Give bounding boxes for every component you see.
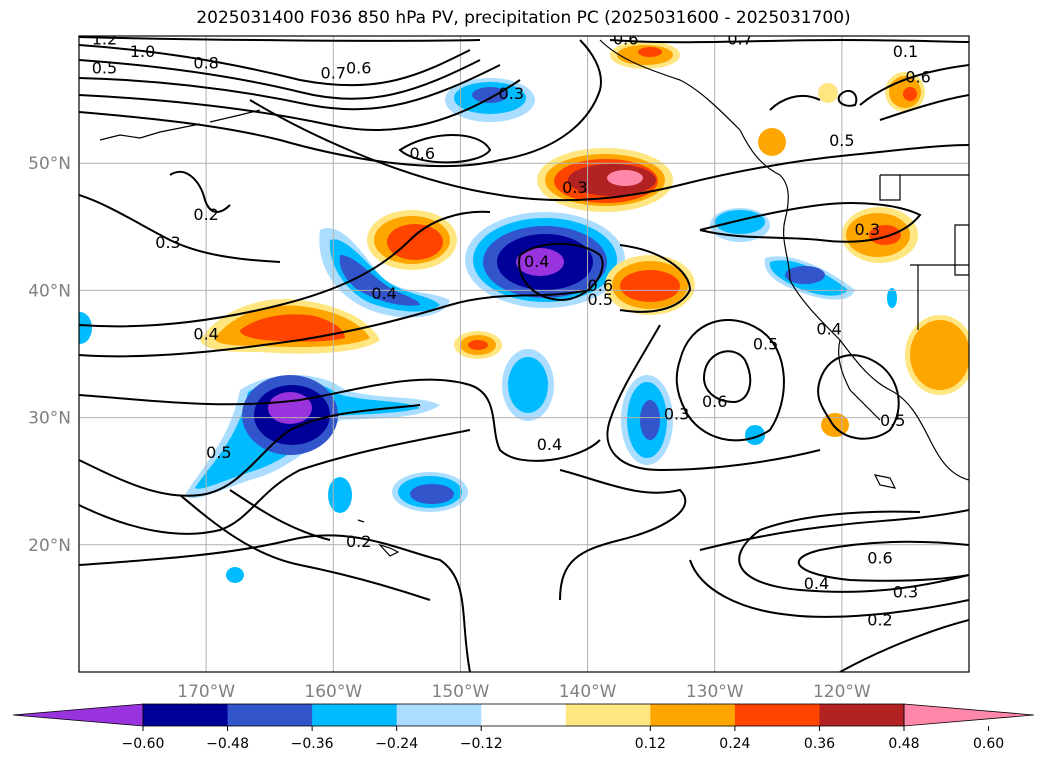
gridlines <box>79 36 969 672</box>
contour-label-23: 0.5 <box>753 335 778 354</box>
contour-label-15: 0.3 <box>155 233 180 252</box>
contour-label-14: 0.2 <box>193 205 218 224</box>
lon-label-2: 150°W <box>432 682 490 702</box>
colorbar-swatch-7 <box>734 704 820 726</box>
contour-label-1: 1.0 <box>130 42 155 61</box>
pv-contours <box>79 36 969 672</box>
colorbar-tick-label-6: 0.24 <box>719 736 750 752</box>
colorbar-tick-label-4: −0.12 <box>460 736 503 752</box>
colorbar-tick-label-0: −0.60 <box>122 736 165 752</box>
colorbar-swatch-6 <box>650 704 736 726</box>
colorbar-extend-high <box>903 703 1035 727</box>
contour-label-17: 0.4 <box>524 252 549 271</box>
contour-label-30: 0.6 <box>867 548 892 567</box>
map-canvas: 1.21.00.80.5 0.7 0.60.30.6 0.70.10.60.50.60… <box>79 29 969 672</box>
precip-shading <box>79 41 969 583</box>
colorbar-tick-label-9: 0.60 <box>973 736 1004 752</box>
contour-label-13: 0.3 <box>562 178 587 197</box>
contour-label-19: 0.6 <box>588 276 613 295</box>
contour-label-32: 0.3 <box>893 583 918 602</box>
colorbar-tick-label-7: 0.36 <box>804 736 835 752</box>
contour-label-10: 0.6 <box>905 68 930 87</box>
lat-label-3: 50°N <box>28 154 71 174</box>
contour-label-11: 0.5 <box>829 131 854 150</box>
longitude-labels: 170°W 160°W 150°W 140°W 130°W 120°W <box>177 682 871 702</box>
lon-label-0: 170°W <box>177 682 235 702</box>
contour-label-29: 0.2 <box>346 532 371 551</box>
plot-title: 2025031400 F036 850 hPa PV, precipitatio… <box>196 8 851 28</box>
contour-label-24: 0.6 <box>702 392 727 411</box>
lon-label-3: 140°W <box>559 682 617 702</box>
contour-labels: 1.21.00.80.5 0.7 0.60.30.6 0.70.10.60.50.60… <box>92 29 931 630</box>
pos-blob-small <box>454 41 969 437</box>
colorbar-swatch-3 <box>396 704 482 726</box>
lon-label-5: 120°W <box>813 682 871 702</box>
latitude-labels: 20°N 30°N 40°N 50°N <box>28 154 71 556</box>
colorbar-tick-label-5: 0.12 <box>635 736 666 752</box>
neg-blob-subtropical <box>79 208 897 583</box>
contour-label-4: 0.7 <box>321 64 346 83</box>
contour-label-0: 1.2 <box>92 29 117 48</box>
contour-label-16: 0.3 <box>855 220 880 239</box>
lon-label-1: 160°W <box>304 682 362 702</box>
colorbar-tick-label-8: 0.48 <box>888 736 919 752</box>
map-frame <box>78 35 970 673</box>
coastlines <box>99 39 969 557</box>
contour-label-21: 0.4 <box>193 324 218 343</box>
contour-label-2: 0.8 <box>193 54 218 73</box>
contour-label-27: 0.5 <box>206 443 231 462</box>
neg-blob-arc <box>319 228 450 318</box>
lat-label-2: 40°N <box>28 281 71 301</box>
contour-label-9: 0.1 <box>893 42 918 61</box>
colorbar-extend-low <box>12 703 144 727</box>
contour-label-6: 0.3 <box>499 84 524 103</box>
colorbar-swatch-1 <box>227 704 313 726</box>
contour-label-33: 0.2 <box>867 611 892 630</box>
colorbar-swatch-4 <box>481 704 567 726</box>
lat-label-0: 20°N <box>28 536 71 556</box>
colorbar-tick-label-2: −0.36 <box>291 736 334 752</box>
pos-blob-mid <box>367 210 695 315</box>
pos-blob-west <box>200 299 380 354</box>
colorbar-swatch-2 <box>312 704 398 726</box>
colorbar-swatch-5 <box>565 704 651 726</box>
colorbar-swatch-8 <box>819 704 905 726</box>
contour-label-26: 0.5 <box>880 411 905 430</box>
contour-label-25: 0.3 <box>664 405 689 424</box>
pos-blob-ne-pacific <box>537 148 673 212</box>
contour-label-5: 0.6 <box>346 59 371 78</box>
neg-blob-north <box>445 78 535 122</box>
colorbar-swatch-0 <box>143 704 229 726</box>
colorbar-tick-label-1: −0.48 <box>206 736 249 752</box>
contour-label-7: 0.6 <box>613 29 638 48</box>
colorbar-frame <box>142 703 905 727</box>
contour-label-3: 0.5 <box>92 59 117 78</box>
contour-label-12: 0.6 <box>410 144 435 163</box>
lon-label-4: 130°W <box>686 682 744 702</box>
contour-label-28: 0.4 <box>537 435 562 454</box>
contour-label-31: 0.4 <box>804 574 829 593</box>
contour-label-20: 0.5 <box>588 290 613 309</box>
colorbar-tick-label-3: −0.24 <box>375 736 418 752</box>
lat-label-1: 30°N <box>28 409 71 429</box>
contour-label-18: 0.4 <box>371 284 396 303</box>
colorbar: −0.60 −0.48 −0.36 −0.24 −0.12 0.12 0.24 0.36 0.4… <box>12 703 1035 752</box>
contour-label-8: 0.7 <box>727 29 752 48</box>
contour-label-22: 0.4 <box>816 319 841 338</box>
